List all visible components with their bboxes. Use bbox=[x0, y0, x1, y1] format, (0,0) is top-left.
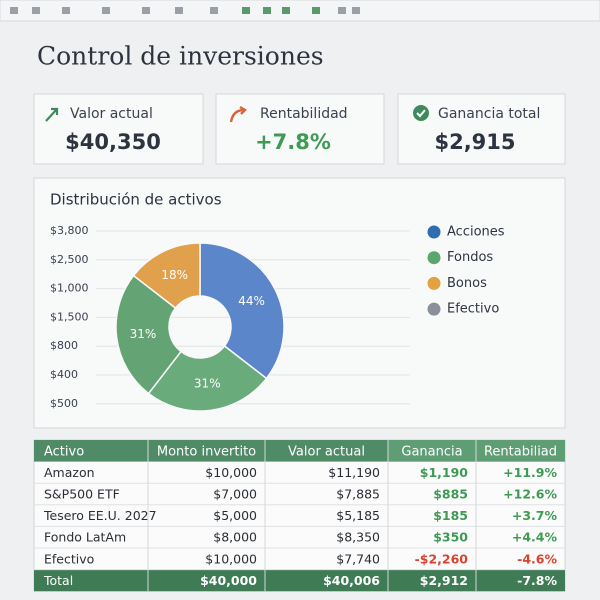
table: Activo Monto invertito Valor actual Gananci… bbox=[33, 439, 566, 592]
toolbar-icons bbox=[10, 7, 360, 14]
total-cell: Total bbox=[43, 573, 73, 588]
legend-label: Acciones bbox=[447, 225, 505, 240]
total-cell: $40,000 bbox=[200, 573, 257, 588]
kpi-card bbox=[33, 93, 204, 165]
table-cell: +11.9% bbox=[503, 465, 557, 480]
kpi-value: +7.8% bbox=[255, 130, 331, 154]
table-cell: Efectivo bbox=[44, 551, 94, 566]
tool-icon[interactable] bbox=[62, 7, 70, 14]
axis-label: $2,500 bbox=[50, 253, 89, 266]
slice-label: 31% bbox=[130, 327, 157, 341]
table-cell: $8,000 bbox=[213, 530, 257, 545]
table-cell: Fondo LatAm bbox=[44, 530, 126, 545]
toolbar bbox=[0, 0, 600, 22]
table-cell: +4.4% bbox=[512, 530, 558, 545]
table-cell: +12.6% bbox=[503, 487, 557, 502]
table-cell: +3.7% bbox=[512, 508, 558, 523]
legend-marker bbox=[427, 276, 441, 290]
table-cell: $350 bbox=[433, 530, 468, 545]
table-cell: $185 bbox=[433, 508, 468, 523]
legend-label: Bonos bbox=[447, 276, 487, 291]
tool-icon[interactable] bbox=[352, 7, 360, 14]
tool-icon[interactable] bbox=[242, 7, 250, 14]
axis-label: $800 bbox=[50, 339, 78, 352]
axis-label: $400 bbox=[50, 368, 78, 381]
table-cell: Tesero EE.U. 2027 bbox=[43, 508, 157, 523]
total-cell: -7.8% bbox=[517, 573, 557, 588]
legend-label: Efectivo bbox=[447, 302, 499, 317]
kpi-label: Ganancia total bbox=[438, 106, 540, 122]
kpi-icon bbox=[229, 105, 247, 123]
kpi-value: $2,915 bbox=[434, 130, 515, 154]
table-cell: $8,350 bbox=[336, 530, 380, 545]
kpi-icon bbox=[413, 105, 429, 121]
tool-icon[interactable] bbox=[263, 7, 271, 14]
table-cell: $10,000 bbox=[205, 551, 257, 566]
table-cell: -4.6% bbox=[517, 551, 557, 566]
pie-slice bbox=[115, 274, 183, 395]
axis-label: $3,800 bbox=[50, 224, 89, 237]
table-cell: $5,000 bbox=[213, 508, 257, 523]
kpi-label: Rentabilidad bbox=[260, 106, 348, 122]
tool-icon[interactable] bbox=[282, 7, 290, 14]
table-cell: $7,740 bbox=[336, 551, 380, 566]
table-cell: $10,000 bbox=[205, 465, 257, 480]
legend-marker bbox=[427, 251, 441, 265]
kpi-icon bbox=[45, 107, 59, 122]
chart-title: Distribución de activos bbox=[50, 191, 222, 209]
tool-icon[interactable] bbox=[338, 7, 346, 14]
column-header: Monto invertito bbox=[157, 444, 256, 459]
slice-label: 44% bbox=[238, 294, 265, 308]
tool-icon[interactable] bbox=[102, 7, 110, 14]
table-cell: $1,190 bbox=[420, 465, 469, 480]
tool-icon[interactable] bbox=[32, 7, 40, 14]
slice-label: 18% bbox=[161, 268, 188, 282]
total-cell: $2,912 bbox=[420, 573, 468, 588]
kpi-card bbox=[397, 93, 566, 165]
total-cell: $40,006 bbox=[323, 573, 380, 588]
table-total-row bbox=[34, 569, 565, 592]
table-cell: S&P500 ETF bbox=[44, 487, 120, 502]
chart: $3,800 $2,500 $1,000 $1,500 $800 $400 $500 44% 3… bbox=[50, 224, 505, 412]
tool-icon[interactable] bbox=[175, 7, 183, 14]
table-cell: $11,190 bbox=[328, 465, 380, 480]
kpi-icon bbox=[416, 109, 426, 118]
column-header: Ganancia bbox=[401, 444, 462, 459]
kpi-value: $40,350 bbox=[65, 130, 161, 154]
axis-label: $500 bbox=[50, 397, 78, 410]
legend-marker bbox=[427, 225, 441, 239]
slice-label: 31% bbox=[194, 377, 221, 391]
kpi-card bbox=[215, 93, 385, 165]
table-cell: $885 bbox=[433, 487, 468, 502]
page-title: Control de inversiones bbox=[37, 42, 324, 71]
kpi-label: Valor actual bbox=[70, 106, 153, 122]
pie-slice bbox=[132, 242, 201, 310]
axis-label: $1,500 bbox=[50, 310, 89, 323]
table-cell: $7,000 bbox=[213, 487, 257, 502]
pie-slice bbox=[199, 242, 285, 380]
table-cell: $5,185 bbox=[336, 508, 380, 523]
pie-slice bbox=[147, 344, 268, 412]
legend-label: Fondos bbox=[447, 250, 493, 265]
column-header: Activo bbox=[44, 444, 84, 459]
table-cell: -$2,260 bbox=[415, 551, 469, 566]
tool-icon[interactable] bbox=[312, 7, 320, 14]
tool-icon[interactable] bbox=[210, 7, 218, 14]
tool-icon[interactable] bbox=[142, 7, 150, 14]
table-cell: $7,885 bbox=[336, 487, 380, 502]
legend-marker bbox=[427, 302, 441, 316]
tool-icon[interactable] bbox=[10, 7, 18, 14]
column-header: Valor actual bbox=[288, 444, 365, 459]
axis-label: $1,000 bbox=[50, 282, 89, 295]
table-cell: Amazon bbox=[44, 465, 95, 480]
column-header: Rentabiliad bbox=[484, 444, 557, 459]
